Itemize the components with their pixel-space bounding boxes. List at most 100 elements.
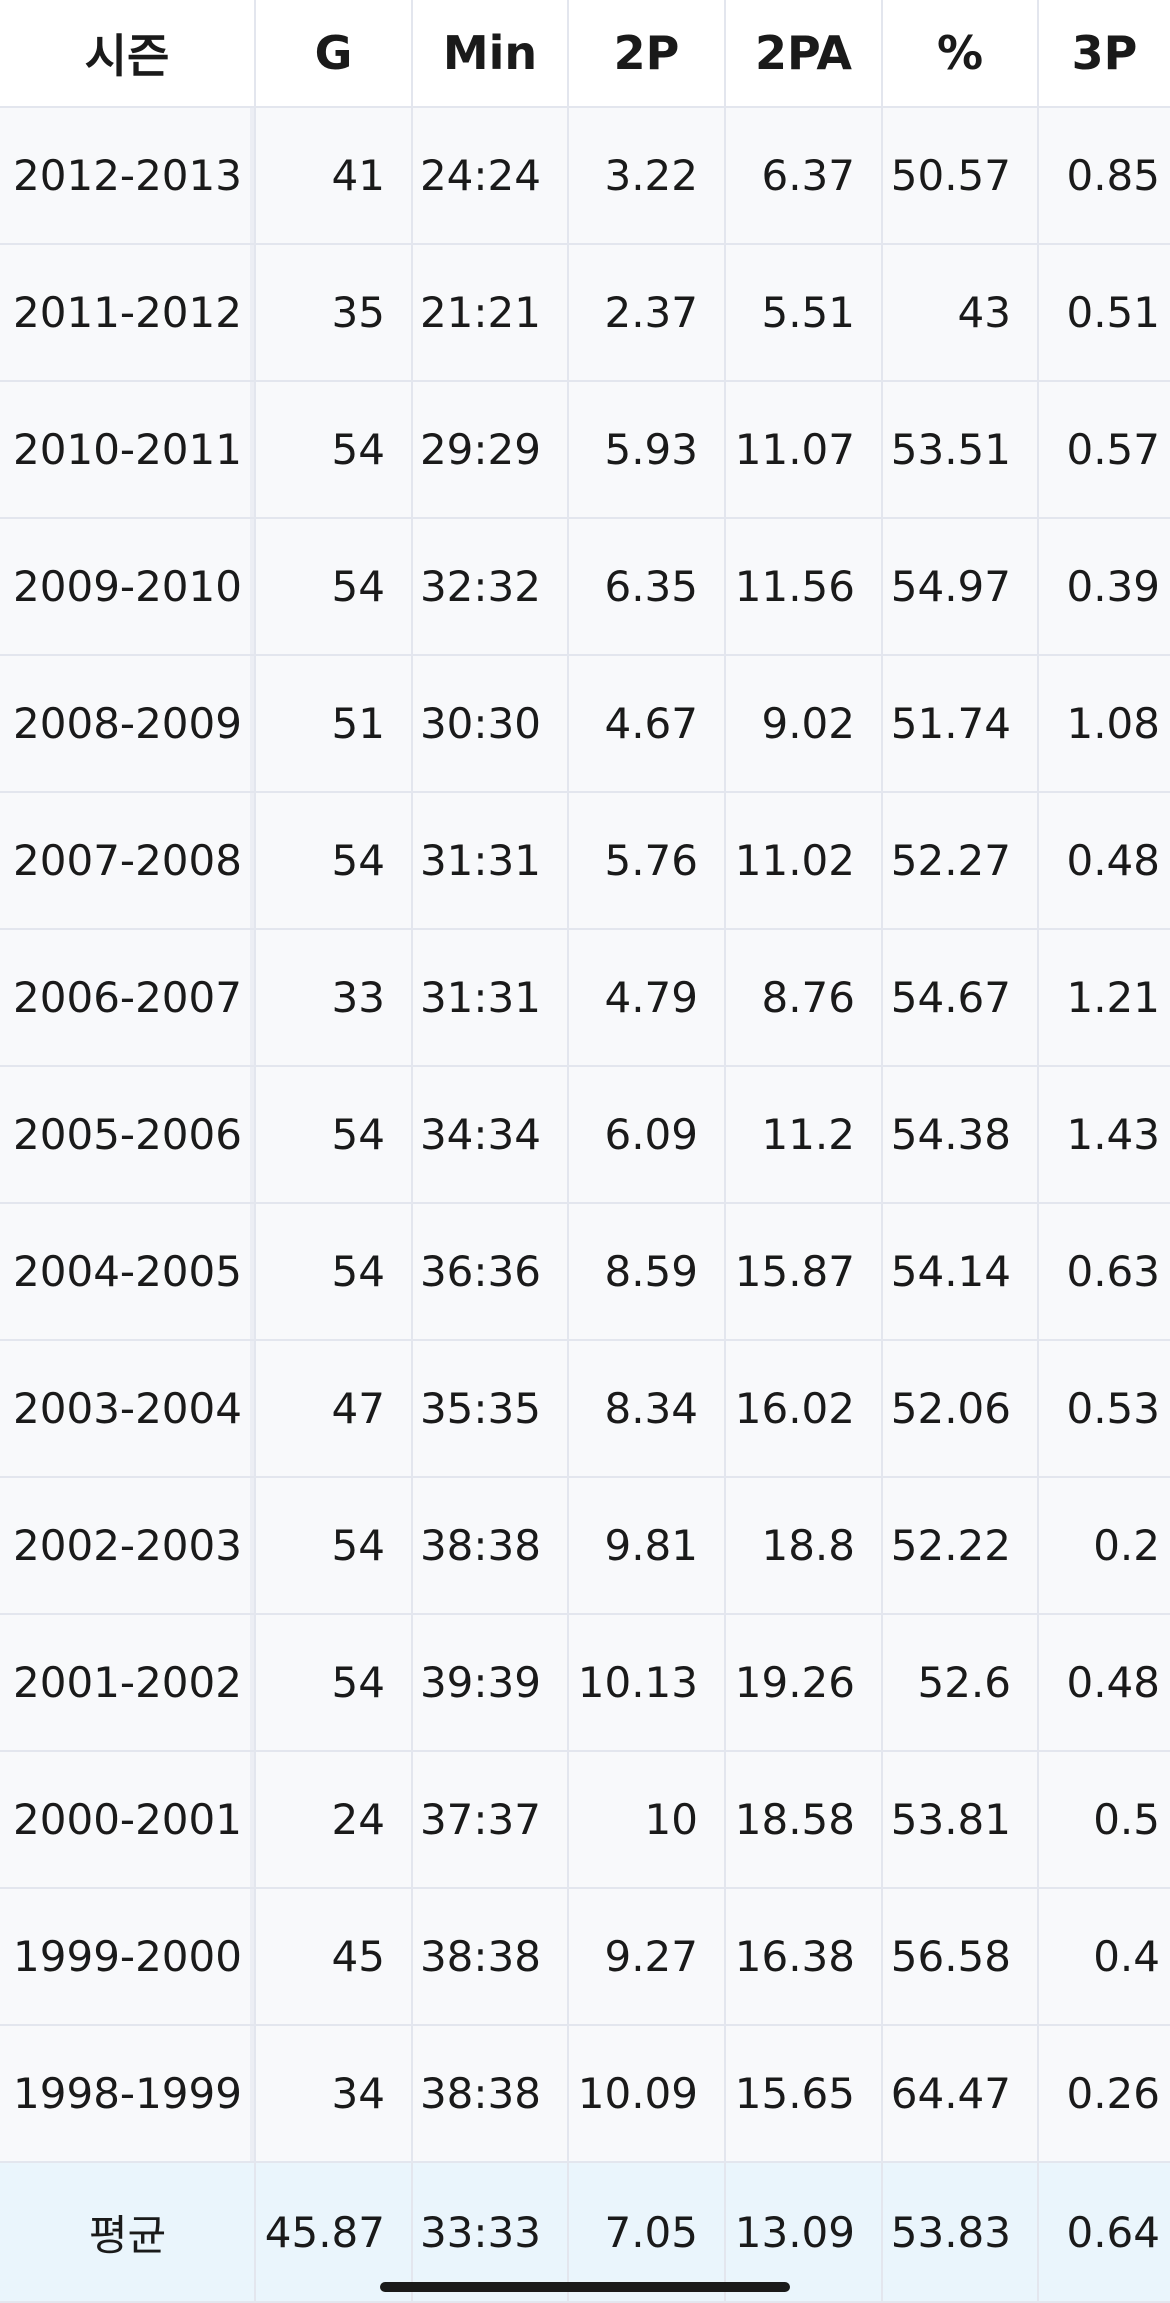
table-row: 2009-2010 54 32:32 6.35 11.56 54.97 0.39 [0, 517, 1170, 656]
cell-2p: 10.09 [567, 2024, 726, 2163]
cell-games: 54 [254, 1065, 413, 1204]
cell-minutes: 34:34 [411, 1065, 569, 1204]
table-row: 2011-2012 35 21:21 2.37 5.51 43 0.51 [0, 243, 1170, 382]
cell-3p: 1.21 [1037, 928, 1170, 1067]
cell-season: 2011-2012 [0, 243, 256, 382]
cell-2pa: 11.2 [724, 1065, 883, 1204]
cell-3p: 1.08 [1037, 654, 1170, 793]
cell-percent: 56.58 [881, 1887, 1039, 2026]
cell-minutes: 29:29 [411, 380, 569, 519]
cell-games: 54 [254, 1476, 413, 1615]
cell-3p: 0.48 [1037, 1613, 1170, 1752]
cell-2p: 10 [567, 1750, 726, 1889]
column-header-percent[interactable]: % [881, 0, 1039, 108]
cell-3p: 0.4 [1037, 1887, 1170, 2026]
cell-season: 1998-1999 [0, 2024, 256, 2163]
cell-minutes: 30:30 [411, 654, 569, 793]
cell-games: 54 [254, 380, 413, 519]
cell-percent: 52.22 [881, 1476, 1039, 1615]
cell-minutes: 31:31 [411, 791, 569, 930]
cell-2pa: 6.37 [724, 106, 883, 245]
cell-games: 54 [254, 1202, 413, 1341]
cell-season: 2006-2007 [0, 928, 256, 1067]
cell-season: 2002-2003 [0, 1476, 256, 1615]
cell-percent: 53.51 [881, 380, 1039, 519]
average-2p: 7.05 [567, 2161, 726, 2303]
cell-percent: 43 [881, 243, 1039, 382]
cell-season: 2010-2011 [0, 380, 256, 519]
cell-3p: 0.57 [1037, 380, 1170, 519]
cell-games: 47 [254, 1339, 413, 1478]
table-row: 2007-2008 54 31:31 5.76 11.02 52.27 0.48 [0, 791, 1170, 930]
cell-2pa: 11.02 [724, 791, 883, 930]
cell-minutes: 24:24 [411, 106, 569, 245]
cell-season: 2000-2001 [0, 1750, 256, 1889]
cell-season: 2009-2010 [0, 517, 256, 656]
cell-percent: 52.6 [881, 1613, 1039, 1752]
table-row: 2001-2002 54 39:39 10.13 19.26 52.6 0.48 [0, 1613, 1170, 1752]
cell-3p: 1.43 [1037, 1065, 1170, 1204]
column-header-season[interactable]: 시즌 [0, 0, 256, 108]
table-row: 2006-2007 33 31:31 4.79 8.76 54.67 1.21 [0, 928, 1170, 1067]
cell-minutes: 39:39 [411, 1613, 569, 1752]
cell-season: 2007-2008 [0, 791, 256, 930]
cell-games: 34 [254, 2024, 413, 2163]
cell-minutes: 21:21 [411, 243, 569, 382]
cell-season: 1999-2000 [0, 1887, 256, 2026]
cell-minutes: 31:31 [411, 928, 569, 1067]
cell-2p: 4.67 [567, 654, 726, 793]
cell-season: 2008-2009 [0, 654, 256, 793]
cell-games: 41 [254, 106, 413, 245]
cell-games: 33 [254, 928, 413, 1067]
cell-minutes: 35:35 [411, 1339, 569, 1478]
table-row: 1999-2000 45 38:38 9.27 16.38 56.58 0.4 [0, 1887, 1170, 2026]
table-body: 2012-2013 41 24:24 3.22 6.37 50.57 0.85 … [0, 106, 1170, 2303]
cell-2p: 6.09 [567, 1065, 726, 1204]
cell-season: 2005-2006 [0, 1065, 256, 1204]
cell-percent: 53.81 [881, 1750, 1039, 1889]
cell-2pa: 16.02 [724, 1339, 883, 1478]
average-row: 평균 45.87 33:33 7.05 13.09 53.83 0.64 [0, 2161, 1170, 2303]
cell-season: 2004-2005 [0, 1202, 256, 1341]
cell-percent: 64.47 [881, 2024, 1039, 2163]
home-indicator[interactable] [380, 2282, 790, 2292]
cell-games: 54 [254, 517, 413, 656]
average-minutes: 33:33 [411, 2161, 569, 2303]
column-header-minutes[interactable]: Min [411, 0, 569, 108]
column-header-3p[interactable]: 3P [1037, 0, 1170, 108]
header-row: 시즌 G Min 2P 2PA % 3P [0, 0, 1170, 108]
column-header-games[interactable]: G [254, 0, 413, 108]
cell-2p: 9.27 [567, 1887, 726, 2026]
cell-2p: 9.81 [567, 1476, 726, 1615]
table-row: 2010-2011 54 29:29 5.93 11.07 53.51 0.57 [0, 380, 1170, 519]
cell-3p: 0.85 [1037, 106, 1170, 245]
cell-percent: 54.67 [881, 928, 1039, 1067]
cell-percent: 52.27 [881, 791, 1039, 930]
cell-games: 24 [254, 1750, 413, 1889]
cell-3p: 0.53 [1037, 1339, 1170, 1478]
cell-percent: 51.74 [881, 654, 1039, 793]
cell-percent: 50.57 [881, 106, 1039, 245]
column-header-2p[interactable]: 2P [567, 0, 726, 108]
cell-percent: 52.06 [881, 1339, 1039, 1478]
table-row: 1998-1999 34 38:38 10.09 15.65 64.47 0.2… [0, 2024, 1170, 2163]
table-row: 2005-2006 54 34:34 6.09 11.2 54.38 1.43 [0, 1065, 1170, 1204]
cell-percent: 54.38 [881, 1065, 1039, 1204]
cell-2p: 8.34 [567, 1339, 726, 1478]
cell-2pa: 8.76 [724, 928, 883, 1067]
cell-season: 2003-2004 [0, 1339, 256, 1478]
cell-2pa: 18.8 [724, 1476, 883, 1615]
column-header-2pa[interactable]: 2PA [724, 0, 883, 108]
average-3p: 0.64 [1037, 2161, 1170, 2303]
cell-games: 51 [254, 654, 413, 793]
average-label: 평균 [0, 2161, 256, 2303]
cell-2p: 6.35 [567, 517, 726, 656]
cell-minutes: 37:37 [411, 1750, 569, 1889]
cell-3p: 0.5 [1037, 1750, 1170, 1889]
cell-3p: 0.39 [1037, 517, 1170, 656]
cell-2pa: 15.65 [724, 2024, 883, 2163]
cell-games: 45 [254, 1887, 413, 2026]
cell-season: 2001-2002 [0, 1613, 256, 1752]
table-row: 2002-2003 54 38:38 9.81 18.8 52.22 0.2 [0, 1476, 1170, 1615]
